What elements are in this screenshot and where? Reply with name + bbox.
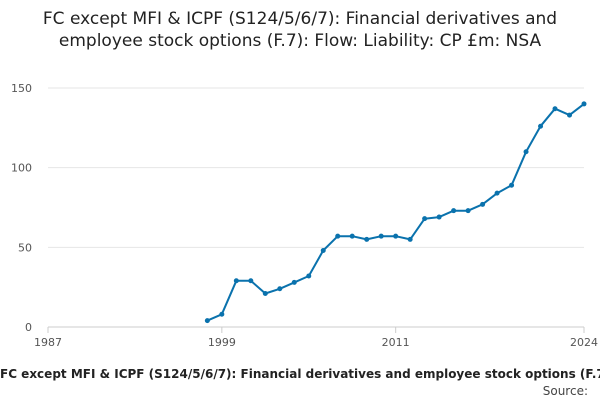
- data-point[interactable]: [233, 278, 239, 284]
- data-point[interactable]: [335, 233, 341, 239]
- data-point[interactable]: [349, 233, 355, 239]
- x-tick-label: 1987: [34, 336, 62, 349]
- series-line: [206, 103, 585, 322]
- data-point[interactable]: [509, 182, 515, 188]
- data-point[interactable]: [436, 214, 442, 220]
- data-point[interactable]: [262, 291, 268, 297]
- x-tick-label: 2024: [570, 336, 598, 349]
- data-point[interactable]: [523, 149, 529, 155]
- data-point[interactable]: [364, 236, 370, 242]
- data-point[interactable]: [552, 106, 558, 112]
- data-point[interactable]: [204, 318, 210, 324]
- data-point[interactable]: [277, 286, 283, 292]
- data-point[interactable]: [581, 101, 587, 107]
- y-tick-label: 0: [25, 321, 32, 334]
- series-caption: FC except MFI & ICPF (S124/5/6/7): Finan…: [0, 367, 600, 381]
- data-point[interactable]: [494, 190, 500, 196]
- source-label: Source:: [542, 384, 588, 398]
- data-point[interactable]: [465, 208, 471, 214]
- data-point[interactable]: [306, 273, 312, 279]
- data-point[interactable]: [219, 311, 225, 317]
- y-tick-label: 50: [18, 241, 32, 254]
- x-tick-labels: 1987 1999 2011 2024: [34, 327, 598, 349]
- data-point[interactable]: [538, 123, 544, 129]
- x-tick-label: 2011: [382, 336, 410, 349]
- data-point[interactable]: [291, 279, 297, 285]
- plot-area: [204, 101, 587, 324]
- data-point[interactable]: [480, 201, 486, 207]
- y-tick-label: 150: [11, 82, 32, 95]
- data-point[interactable]: [422, 216, 428, 222]
- data-point[interactable]: [451, 208, 457, 214]
- y-tick-label: 100: [11, 162, 32, 175]
- x-tick-label: 1999: [208, 336, 236, 349]
- y-tick-labels: 0 50 100 150: [11, 82, 32, 334]
- data-point[interactable]: [320, 248, 326, 254]
- data-point[interactable]: [567, 112, 573, 118]
- gridlines: [48, 87, 584, 328]
- data-point[interactable]: [378, 233, 384, 239]
- data-point[interactable]: [407, 236, 413, 242]
- data-point[interactable]: [393, 233, 399, 239]
- chart-title: FC except MFI & ICPF (S124/5/6/7): Finan…: [42, 9, 558, 51]
- data-point[interactable]: [248, 278, 254, 284]
